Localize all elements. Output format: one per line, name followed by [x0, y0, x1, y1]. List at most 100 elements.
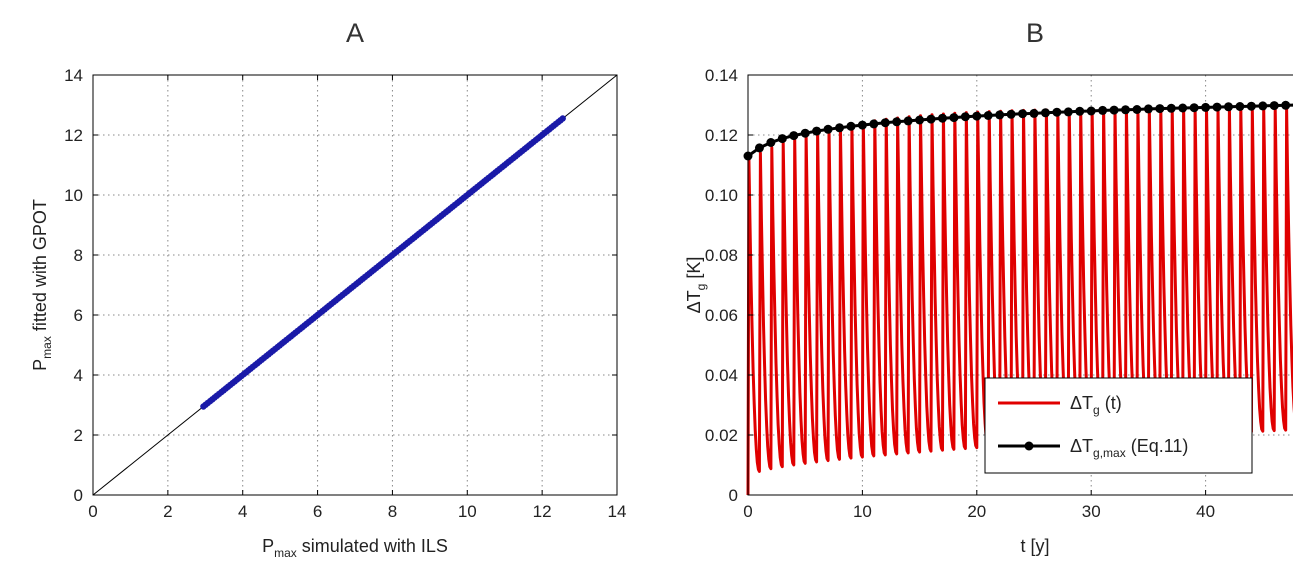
panel-a-xtick-label: 8 [388, 502, 397, 521]
panel-b-ytick-label: 0.12 [705, 126, 738, 145]
panel-b-black-series-marker [1052, 107, 1062, 117]
panel-b-black-series-marker [777, 134, 787, 144]
panel-a-grid [93, 75, 617, 495]
panel-a: A 0 2 4 6 8 10 12 14 0 2 4 6 8 10 12 14 Pmax simulated … [30, 18, 626, 560]
panel-a-data [200, 115, 566, 410]
legend-swatch-marker [1024, 441, 1034, 451]
legend-entry-1-sub: g [1093, 403, 1100, 417]
panel-a-ytick-label: 12 [64, 126, 83, 145]
panel-b-black-series-marker [1040, 108, 1050, 118]
panel-a-xtick-label: 14 [608, 502, 627, 521]
legend-entry-2-sub: g,max [1093, 446, 1126, 460]
panel-a-xtick-label: 6 [313, 502, 322, 521]
panel-b-black-series-marker [1281, 100, 1291, 110]
panel-b-black-series-marker [960, 112, 970, 122]
panel-b-ytick-label: 0.08 [705, 246, 738, 265]
panel-b-black-series-marker [983, 111, 993, 120]
panel-b-black-series-marker [823, 124, 833, 134]
panel-b-black-series-marker [800, 128, 810, 138]
panel-a-ytick-label: 14 [64, 66, 83, 85]
legend-entry-1: ΔTg (t) [1070, 393, 1122, 417]
panel-a-xtick-label: 12 [533, 502, 552, 521]
panel-b-black-series-marker [1246, 101, 1256, 111]
panel-b-black-series-marker [857, 120, 867, 130]
panel-b-black-series-marker [1018, 109, 1028, 119]
panel-a-data-point [559, 115, 566, 122]
panel-b-axes-box [747, 74, 1293, 496]
panel-b-black-series-marker [754, 143, 764, 153]
panel-b-ylabel-main: ΔT [684, 290, 704, 313]
panel-b: B 0102030405000.020.040.060.080.100.120.… [684, 18, 1293, 556]
panel-b-black-series-marker [1109, 105, 1119, 115]
panel-a-ytick-label: 4 [74, 366, 83, 385]
panel-b-black-series-marker [1086, 106, 1096, 116]
panel-b-black-series-marker [1132, 105, 1142, 114]
legend-entry-2-rest: (Eq.11) [1126, 436, 1189, 456]
panel-a-ytick-label: 0 [74, 486, 83, 505]
panel-a-xtick-label: 4 [238, 502, 247, 521]
panel-b-black-series-marker [1075, 106, 1085, 116]
panel-b-black-series-marker [995, 110, 1005, 120]
panel-b-black-series-marker [1029, 108, 1039, 118]
panel-a-ytick-label: 2 [74, 426, 83, 445]
panel-b-black-series-marker [1155, 104, 1165, 114]
panel-a-ticks: 0 2 4 6 8 10 12 14 0 2 4 6 8 10 12 14 [64, 66, 626, 521]
panel-b-xtick-label: 10 [853, 502, 872, 521]
panel-b-ticks: 0102030405000.020.040.060.080.100.120.14 [705, 66, 1215, 521]
panel-a-ylabel-main: P [30, 359, 50, 371]
panel-b-title: B [1026, 18, 1044, 48]
panel-b-black-series-marker [789, 131, 799, 141]
panel-b-ytick-label: 0.14 [705, 66, 738, 85]
panel-b-ylabel-sub: g [694, 284, 708, 291]
panel-a-axes-box [92, 74, 618, 496]
panel-b-black-series-marker [1223, 102, 1233, 112]
panel-b-black-series-marker [869, 119, 879, 129]
panel-b-black-series-marker [880, 118, 890, 128]
panel-b-xlabel: t [y] [1020, 536, 1049, 556]
panel-b-ylabel: ΔTg [K] [684, 257, 708, 314]
panel-b-black-series-marker [915, 115, 925, 125]
panel-b-xtick-label: 40 [1196, 502, 1215, 521]
panel-a-ytick-label: 6 [74, 306, 83, 325]
panel-a-ylabel-rest: fitted with GPOT [30, 199, 50, 336]
panel-b-ytick-label: 0 [729, 486, 738, 505]
panel-b-black-series-marker [1166, 103, 1176, 113]
legend-entry-2-main: ΔT [1070, 436, 1093, 456]
panel-b-black-series-marker [972, 111, 982, 121]
panel-b-black-series-marker [1212, 102, 1222, 112]
panel-a-xtick-label: 0 [88, 502, 97, 521]
panel-b-black-series-marker [949, 113, 959, 123]
panel-a-xlabel-main: P [262, 536, 274, 556]
panel-b-black-series-marker [1178, 103, 1188, 113]
panel-b-ylabel-rest: [K] [684, 257, 704, 284]
panel-b-legend: ΔTg (t) ΔTg,max (Eq.11) [984, 377, 1253, 474]
panel-b-black-series-marker [766, 138, 776, 147]
panel-b-black-series-marker [892, 117, 902, 127]
panel-b-black-series-marker [1063, 107, 1073, 117]
panel-a-title: A [346, 18, 364, 48]
panel-b-black-series-marker [1098, 105, 1108, 115]
panel-b-black-series-marker [1269, 101, 1279, 111]
panel-a-xtick-label: 10 [458, 502, 477, 521]
panel-b-black-series-marker [1235, 102, 1245, 111]
panel-b-black-series-marker [1143, 104, 1153, 114]
panel-b-xtick-label: 30 [1082, 502, 1101, 521]
panel-b-black-series-marker [1258, 101, 1268, 111]
legend-box [984, 377, 1253, 474]
panel-a-ylabel-sub: max [40, 336, 54, 359]
panel-b-black-series-marker [1201, 102, 1211, 112]
panel-b-ytick-label: 0.02 [705, 426, 738, 445]
panel-a-xlabel: Pmax simulated with ILS [262, 536, 448, 560]
panel-b-black-series-marker [812, 126, 822, 136]
panel-b-black-series-marker [835, 123, 845, 133]
panel-a-xlabel-rest: simulated with ILS [297, 536, 448, 556]
panel-b-ytick-label: 0.10 [705, 186, 738, 205]
panel-b-ytick-label: 0.06 [705, 306, 738, 325]
panel-b-black-series-marker [926, 114, 936, 124]
panel-a-xtick-label: 2 [163, 502, 172, 521]
panel-a-ytick-label: 10 [64, 186, 83, 205]
panel-b-xtick-label: 20 [967, 502, 986, 521]
panel-b-xtick-label: 0 [743, 502, 752, 521]
